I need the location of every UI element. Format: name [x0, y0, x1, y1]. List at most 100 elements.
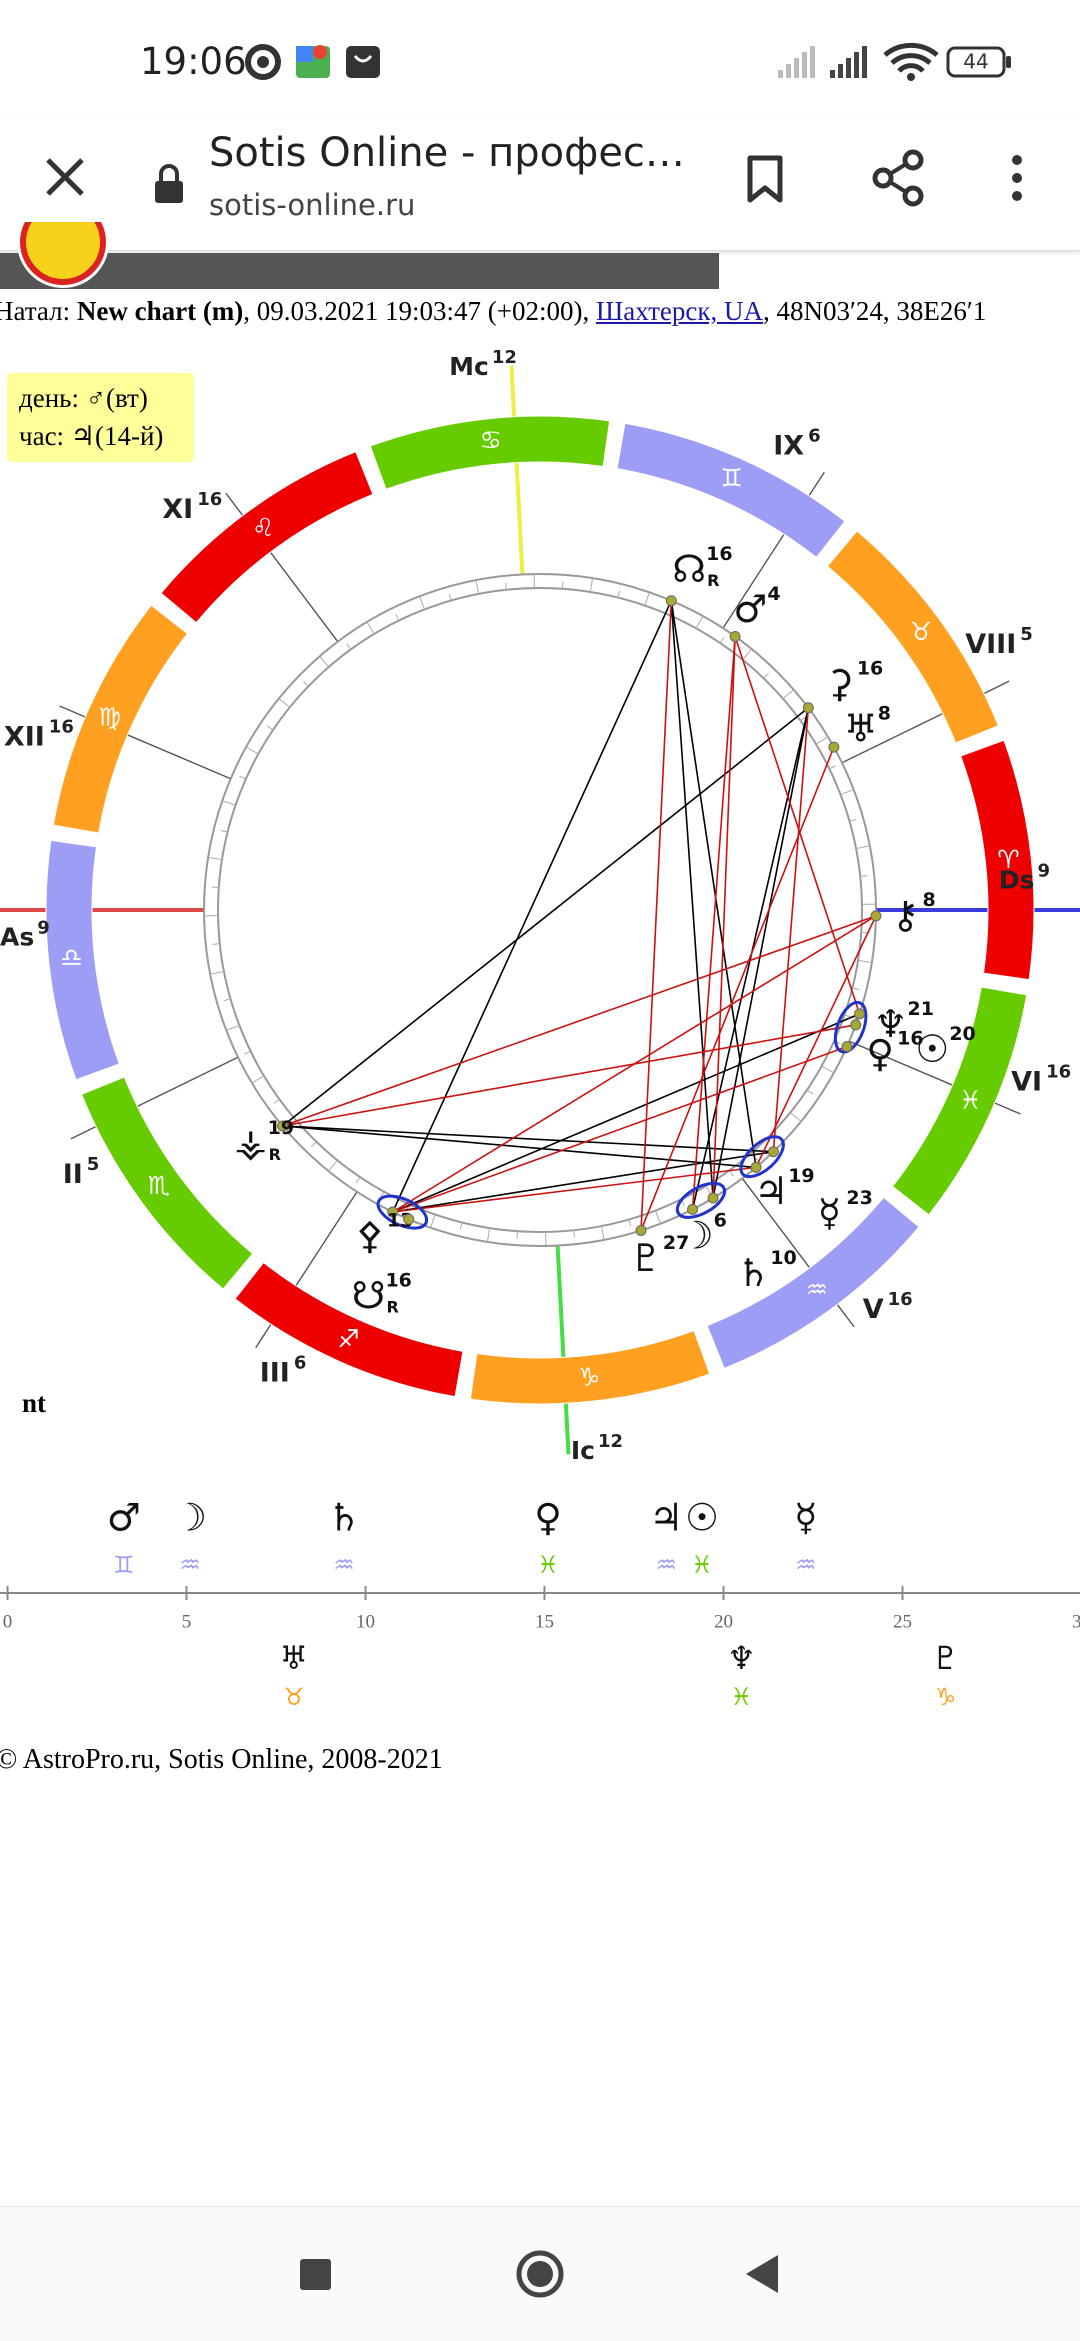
timeline-planet: ♂: [107, 1496, 141, 1540]
degree-tick: [856, 846, 870, 849]
planet-dot: [708, 1193, 718, 1203]
degree-tick: [303, 681, 308, 686]
zodiac-glyph: ♌: [252, 513, 274, 542]
timeline-tick-label: 5: [182, 1611, 192, 1632]
aspect-line: [641, 601, 671, 1231]
planet-degree: 27: [663, 1232, 689, 1254]
back-button[interactable]: [746, 2255, 778, 2293]
timeline-planet: ☽: [173, 1496, 207, 1540]
degree-tick: [226, 1025, 239, 1030]
aspect-line: [393, 601, 672, 1212]
angle-degree: 9: [1037, 860, 1050, 881]
zodiac-glyph: ♍: [99, 702, 121, 731]
degree-tick: [506, 583, 507, 590]
degree-tick: [210, 971, 224, 974]
timeline-planet: ♇: [931, 1639, 960, 1677]
degree-tick: [487, 1228, 489, 1242]
degree-tick: [629, 1220, 631, 1227]
nav-bar: [0, 2206, 1080, 2341]
house-degree: 16: [1046, 1062, 1071, 1083]
planet-dot: [768, 1147, 778, 1157]
day-ruler: день: ♂(вт): [19, 379, 182, 417]
house-degree: 16: [888, 1289, 913, 1310]
planet-dot: [636, 1225, 646, 1235]
degree-tick: [816, 737, 828, 744]
zodiac-glyph: ♉: [910, 617, 932, 646]
planet-glyph: ☋: [352, 1273, 386, 1317]
planet-dot: [871, 911, 881, 921]
degree-tick: [367, 622, 374, 634]
planet-degree: 19: [788, 1165, 814, 1187]
house-cusp: [270, 552, 337, 641]
note-text: nt: [22, 1388, 46, 1419]
planet-glyph: ♇: [629, 1236, 663, 1280]
timeline-sign: ♉: [283, 1683, 305, 1711]
timeline-planet: ♃: [649, 1496, 683, 1540]
planet-retro: R: [269, 1145, 281, 1164]
timeline-planet: ♀: [534, 1496, 562, 1540]
degree-tick: [841, 790, 854, 795]
planet-glyph: ♂: [733, 587, 767, 631]
degree-tick: [822, 1066, 834, 1073]
house-number: VI: [1011, 1066, 1042, 1097]
planet-retro: R: [707, 571, 719, 590]
planet-glyph: ♀: [866, 1032, 894, 1076]
degree-tick: [807, 1090, 813, 1094]
house-number: XII: [4, 721, 45, 752]
planet-dot: [730, 631, 740, 641]
degree-tick: [852, 988, 859, 990]
zodiac-glyph: ♋: [480, 426, 502, 455]
timeline-tick-label: 25: [893, 1611, 912, 1632]
planet-degree: 8: [878, 702, 891, 724]
planet-degree: 10: [770, 1247, 796, 1269]
degree-tick: [213, 944, 220, 945]
degree-tick: [743, 649, 752, 660]
recents-button[interactable]: [300, 2259, 331, 2290]
planet-degree: 19: [268, 1117, 294, 1139]
inner-circle: [204, 574, 876, 1246]
house-cusp-outer: [809, 472, 824, 495]
angle-degree: 9: [37, 918, 50, 939]
info-box: день: ♂(вт) час: ♃(14-й): [7, 373, 194, 462]
house-degree: 6: [808, 425, 821, 446]
degree-tick: [590, 578, 592, 592]
degree-tick: [246, 747, 258, 754]
planet-dot: [829, 742, 839, 752]
inner-circle-2: [218, 588, 862, 1232]
footer: © AstroPro.ru, Sotis Online, 2008-2021: [0, 1744, 443, 1776]
degree-tick: [420, 596, 425, 609]
planet-dot: [666, 596, 676, 606]
planet-degree: 16: [706, 543, 732, 565]
degree-tick: [221, 830, 228, 832]
house-cusp-outer: [226, 493, 243, 515]
angle-name: Ic: [571, 1436, 595, 1465]
timeline-sign: ♓: [731, 1683, 753, 1711]
zodiac-glyph: ♏: [148, 1171, 170, 1200]
house-number: III: [260, 1357, 290, 1388]
house-cusp-outer: [59, 706, 85, 717]
degree-tick: [476, 580, 479, 594]
house-cusp-outer: [837, 1305, 854, 1327]
planet-glyph: ♄: [736, 1251, 770, 1295]
planet-glyph: ☿: [818, 1191, 841, 1235]
planet-degree: 6: [714, 1210, 727, 1232]
zodiac-glyph: ♑: [578, 1362, 600, 1391]
degree-tick: [829, 766, 835, 769]
timeline-sign: ♒: [795, 1551, 817, 1579]
planet-degree: 21: [908, 998, 934, 1020]
degree-tick: [267, 726, 273, 730]
house-number: XI: [162, 494, 193, 525]
degree-tick: [696, 616, 703, 628]
degree-tick: [252, 1076, 264, 1083]
